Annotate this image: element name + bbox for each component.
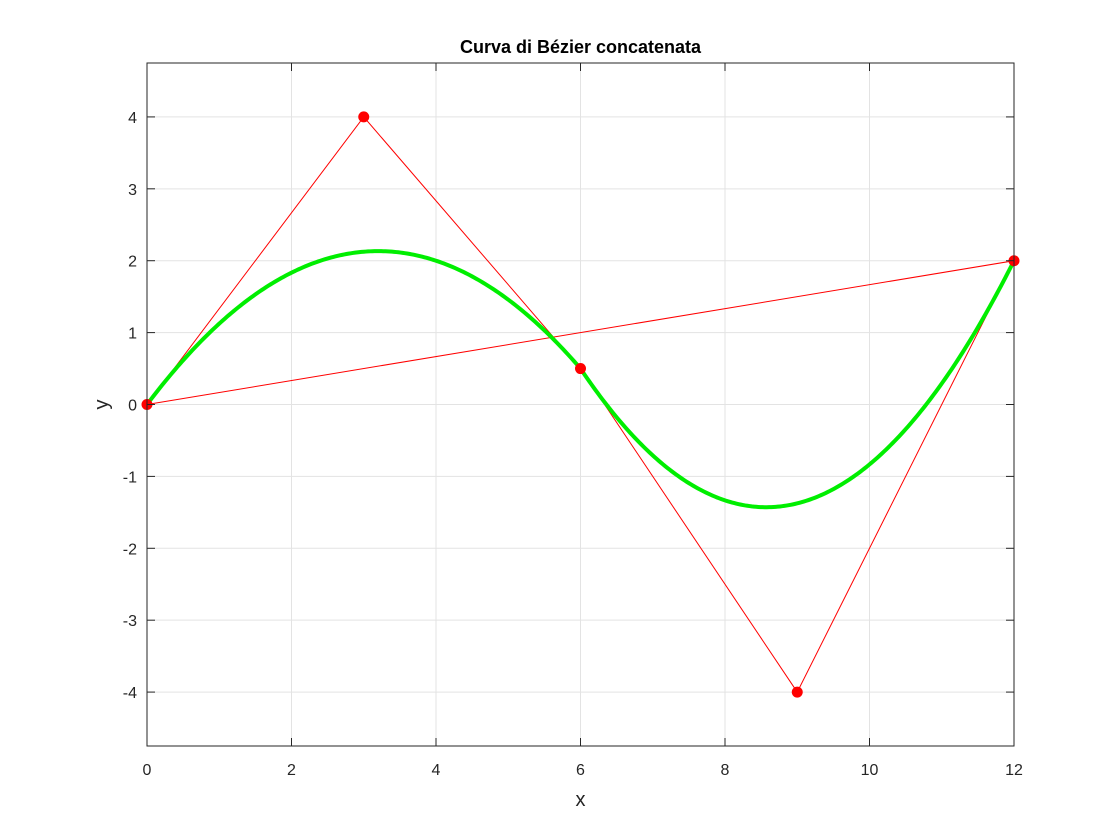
y-tick-label: -1 <box>123 469 137 486</box>
y-tick-label: -4 <box>123 685 137 702</box>
y-tick-label: 0 <box>128 398 137 415</box>
control-polygon-line <box>146 116 1015 694</box>
y-tick-label: -3 <box>123 613 137 630</box>
control-point-marker <box>791 686 803 698</box>
x-tick-label: 8 <box>721 762 730 779</box>
control-point-markers <box>141 111 1020 698</box>
y-tick-label: 1 <box>128 326 137 343</box>
control-point-marker <box>358 111 370 123</box>
x-tick-label: 4 <box>432 762 441 779</box>
chart-title: Curva di Bézier concatenata <box>460 37 702 57</box>
x-axis-label: x <box>576 789 586 811</box>
y-tick-label: -2 <box>123 541 137 558</box>
x-tick-label: 12 <box>1005 762 1023 779</box>
bezier-segment <box>578 259 1016 510</box>
x-tick-label: 10 <box>861 762 879 779</box>
bezier-curve <box>145 249 1016 510</box>
y-tick-label: 4 <box>128 110 137 127</box>
control-polygon <box>146 116 1015 694</box>
ticks <box>146 63 1015 746</box>
x-tick-label: 6 <box>576 762 585 779</box>
y-tick-label: 2 <box>128 254 137 271</box>
control-point-marker <box>575 363 586 375</box>
x-tick-label: 2 <box>287 762 296 779</box>
y-tick-label: 3 <box>128 182 137 199</box>
y-axis-label: y <box>91 400 113 410</box>
bezier-segment <box>145 249 583 406</box>
x-tick-label: 0 <box>143 762 152 779</box>
